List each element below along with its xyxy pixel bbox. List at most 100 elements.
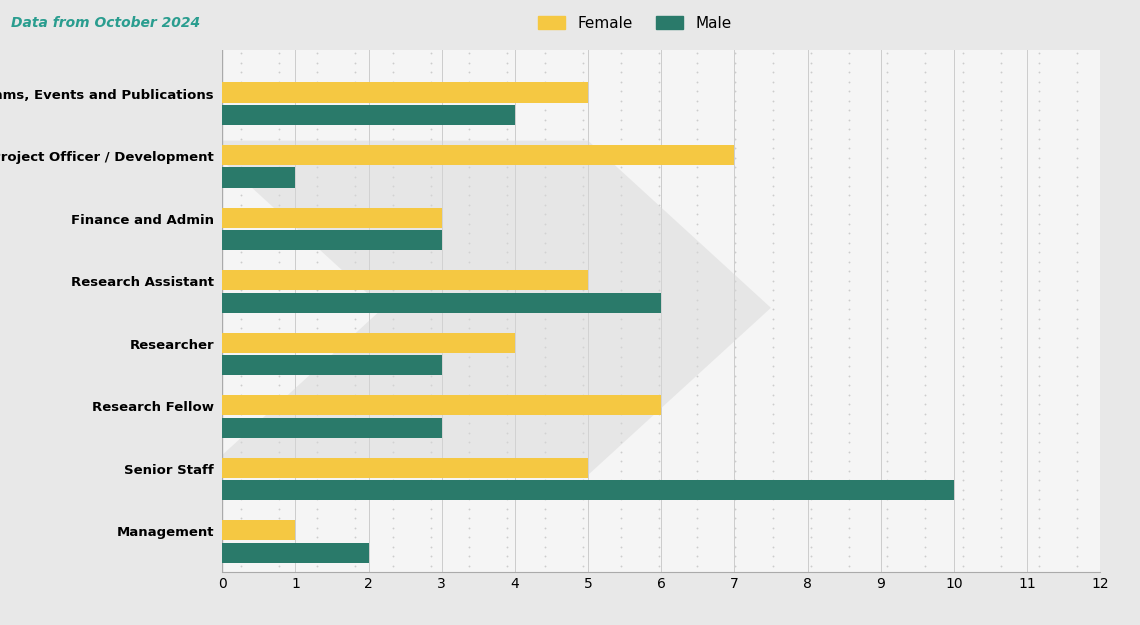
Point — [573, 105, 592, 115]
Point — [992, 456, 1010, 466]
Point — [1068, 542, 1086, 552]
Point — [573, 209, 592, 219]
Point — [422, 77, 440, 87]
Point — [345, 266, 364, 276]
Point — [345, 361, 364, 371]
Point — [384, 219, 402, 229]
Point — [231, 200, 250, 210]
Point — [384, 114, 402, 124]
Point — [650, 134, 668, 144]
Point — [878, 86, 896, 96]
Point — [954, 323, 972, 333]
Point — [573, 380, 592, 390]
Point — [231, 456, 250, 466]
Point — [803, 522, 821, 532]
Point — [459, 494, 478, 504]
Point — [992, 494, 1010, 504]
Point — [764, 361, 782, 371]
Point — [573, 361, 592, 371]
Point — [803, 266, 821, 276]
Point — [384, 124, 402, 134]
Point — [840, 248, 858, 258]
Point — [840, 77, 858, 87]
Point — [459, 191, 478, 201]
Point — [840, 314, 858, 324]
Point — [687, 124, 706, 134]
Point — [536, 438, 554, 448]
Point — [992, 295, 1010, 305]
Point — [536, 513, 554, 523]
Point — [422, 380, 440, 390]
Point — [803, 418, 821, 428]
Point — [459, 77, 478, 87]
Point — [954, 77, 972, 87]
Point — [878, 428, 896, 438]
Point — [878, 58, 896, 68]
Point — [612, 58, 630, 68]
Point — [612, 238, 630, 248]
Point — [650, 380, 668, 390]
Point — [687, 352, 706, 362]
Point — [1031, 466, 1049, 476]
Point — [992, 561, 1010, 571]
Point — [917, 162, 935, 172]
Point — [422, 561, 440, 571]
Point — [308, 238, 326, 248]
Point — [1068, 438, 1086, 448]
Point — [764, 504, 782, 514]
Point — [803, 134, 821, 144]
Point — [954, 96, 972, 106]
Point — [840, 390, 858, 400]
Point — [687, 304, 706, 314]
Point — [840, 86, 858, 96]
Point — [308, 561, 326, 571]
Point — [536, 200, 554, 210]
Point — [803, 248, 821, 258]
Point — [536, 485, 554, 495]
Point — [459, 532, 478, 542]
Point — [840, 513, 858, 523]
Point — [345, 96, 364, 106]
Point — [764, 456, 782, 466]
Point — [1068, 105, 1086, 115]
Point — [422, 371, 440, 381]
Point — [726, 380, 744, 390]
Point — [917, 342, 935, 352]
Point — [345, 86, 364, 96]
Point — [308, 48, 326, 58]
Point — [1068, 390, 1086, 400]
Point — [269, 58, 287, 68]
Point — [840, 504, 858, 514]
Point — [954, 266, 972, 276]
Point — [803, 209, 821, 219]
Point — [612, 191, 630, 201]
Point — [231, 238, 250, 248]
Point — [992, 409, 1010, 419]
Point — [422, 200, 440, 210]
Point — [917, 219, 935, 229]
Point — [269, 134, 287, 144]
Point — [764, 513, 782, 523]
Point — [992, 447, 1010, 457]
Point — [612, 257, 630, 267]
Point — [345, 143, 364, 153]
Point — [345, 191, 364, 201]
Point — [573, 513, 592, 523]
Point — [498, 114, 516, 124]
Point — [992, 181, 1010, 191]
Point — [459, 371, 478, 381]
Point — [269, 209, 287, 219]
Point — [726, 105, 744, 115]
Point — [764, 371, 782, 381]
Point — [384, 314, 402, 324]
Point — [459, 399, 478, 409]
Point — [803, 143, 821, 153]
Point — [992, 162, 1010, 172]
Point — [878, 209, 896, 219]
Point — [650, 542, 668, 552]
Point — [803, 342, 821, 352]
Point — [308, 304, 326, 314]
Point — [573, 86, 592, 96]
Point — [422, 286, 440, 296]
Point — [269, 522, 287, 532]
